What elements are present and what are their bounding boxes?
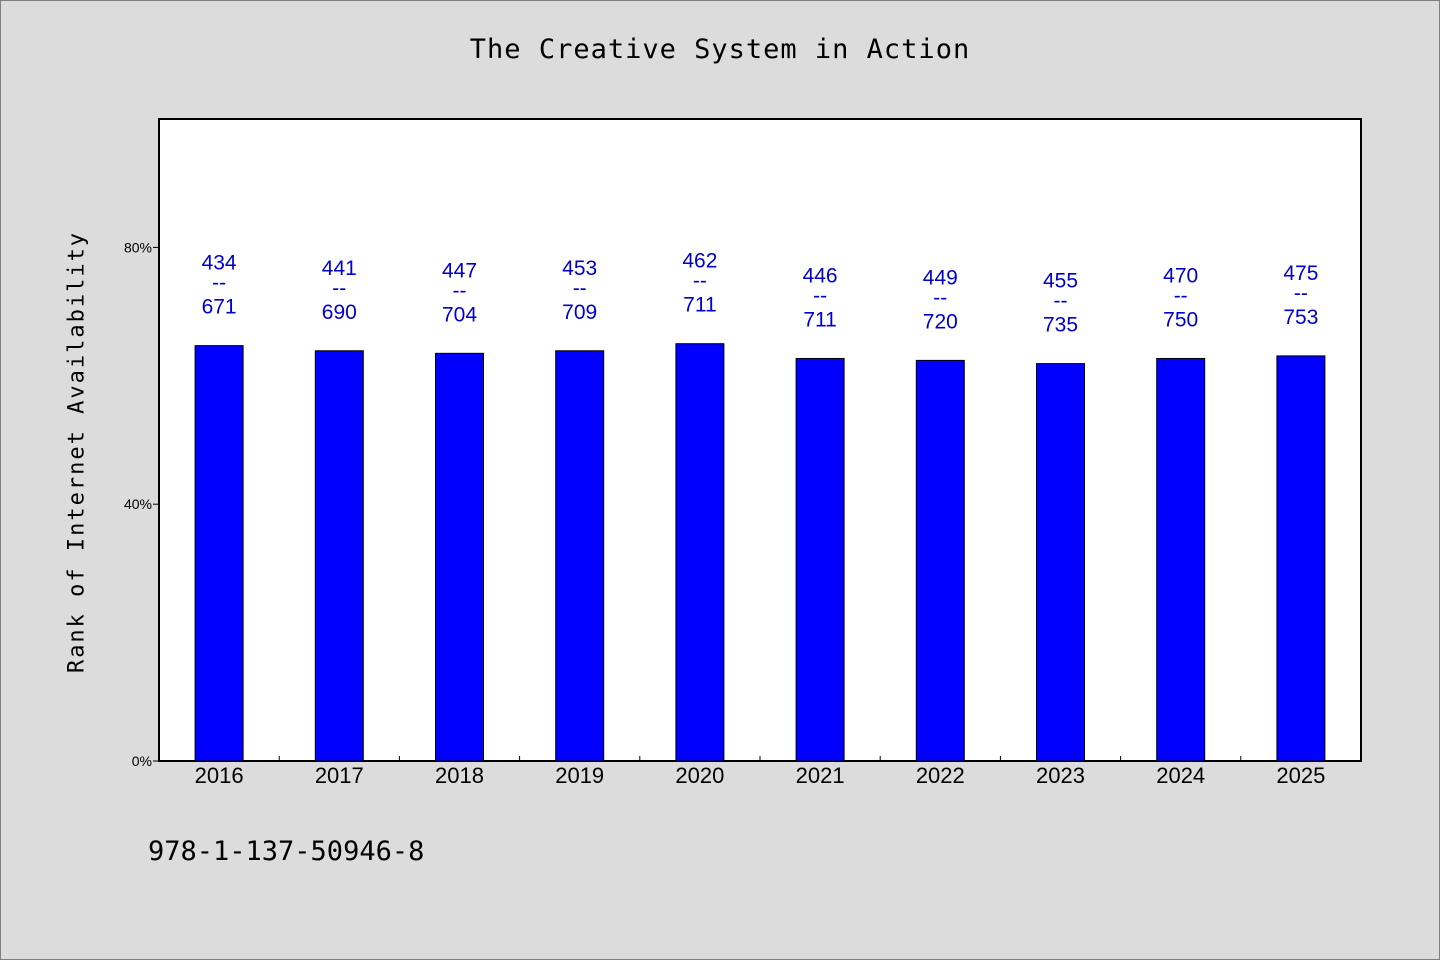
bar-label-sep-2017: -- — [332, 277, 346, 300]
bar-label-bottom-2018: 704 — [442, 303, 477, 326]
bar-label-bottom-2023: 735 — [1043, 314, 1078, 337]
bar-label-sep-2025: -- — [1294, 282, 1308, 305]
x-tick-label-2016: 2016 — [195, 763, 244, 788]
bar-label-top-2022: 449 — [923, 266, 958, 289]
x-tick-label-2025: 2025 — [1276, 763, 1325, 788]
x-axis: 2016 2017 2018 2019 2020 2021 2022 2023 2024 2025 — [195, 756, 1325, 788]
y-tick-label-40: 40% — [124, 496, 152, 512]
bar-label-sep-2018: -- — [453, 279, 467, 302]
y-axis: 0% 40% 80% — [124, 239, 159, 769]
bar-2017 — [314, 350, 364, 762]
bar-label-top-2021: 446 — [803, 264, 838, 287]
bar-label-bottom-2021: 711 — [803, 308, 836, 331]
bars-layer — [194, 343, 1326, 762]
bar-label-sep-2021: -- — [813, 284, 827, 307]
bar-2019 — [555, 350, 605, 762]
bar-label-bottom-2020: 711 — [683, 294, 716, 317]
bar-2016 — [194, 345, 244, 762]
bar-label-bottom-2024: 750 — [1163, 308, 1198, 331]
bar-label-sep-2016: -- — [212, 272, 226, 295]
bar-2018 — [435, 352, 484, 762]
x-tick-label-2021: 2021 — [796, 763, 845, 788]
x-tick-label-2022: 2022 — [916, 763, 965, 788]
bar-label-top-2024: 470 — [1163, 264, 1198, 287]
bar-label-bottom-2019: 709 — [562, 301, 597, 324]
bar-label-sep-2024: -- — [1174, 284, 1188, 307]
x-tick-label-2024: 2024 — [1156, 763, 1205, 788]
bar-label-top-2019: 453 — [562, 257, 597, 280]
bar-label-sep-2020: -- — [693, 270, 707, 293]
bar-label-top-2017: 441 — [322, 257, 357, 280]
x-tick-label-2023: 2023 — [1036, 763, 1085, 788]
bar-2021 — [795, 357, 845, 762]
chart-title: The Creative System in Action — [469, 34, 971, 65]
bar-labels-layer: 434--671441--690447--704453--709462--711… — [202, 250, 1319, 337]
footer-code: 978-1-137-50946-8 — [148, 836, 425, 867]
y-tick-label-0: 0% — [132, 753, 152, 769]
bar-label-sep-2023: -- — [1054, 290, 1068, 313]
bar-label-top-2023: 455 — [1043, 270, 1078, 293]
bar-2024 — [1156, 357, 1206, 762]
bar-label-top-2018: 447 — [442, 259, 477, 282]
bar-label-bottom-2025: 753 — [1283, 306, 1318, 329]
bar-label-top-2016: 434 — [202, 252, 237, 275]
bar-label-top-2020: 462 — [682, 250, 717, 273]
x-tick-label-2019: 2019 — [555, 763, 604, 788]
x-tick-label-2017: 2017 — [315, 763, 364, 788]
y-tick-label-80: 80% — [124, 239, 152, 255]
bar-2020 — [675, 343, 725, 762]
bar-label-sep-2019: -- — [573, 277, 587, 300]
bar-label-sep-2022: -- — [933, 286, 947, 309]
x-tick-label-2020: 2020 — [675, 763, 724, 788]
bar-2022 — [915, 359, 965, 762]
bar-2023 — [1036, 363, 1085, 762]
bar-2025 — [1276, 355, 1326, 762]
x-tick-label-2018: 2018 — [435, 763, 484, 788]
bar-label-top-2025: 475 — [1283, 262, 1318, 285]
bar-label-bottom-2017: 690 — [322, 301, 357, 324]
bar-label-bottom-2022: 720 — [923, 310, 958, 333]
bar-label-bottom-2016: 671 — [202, 296, 237, 319]
